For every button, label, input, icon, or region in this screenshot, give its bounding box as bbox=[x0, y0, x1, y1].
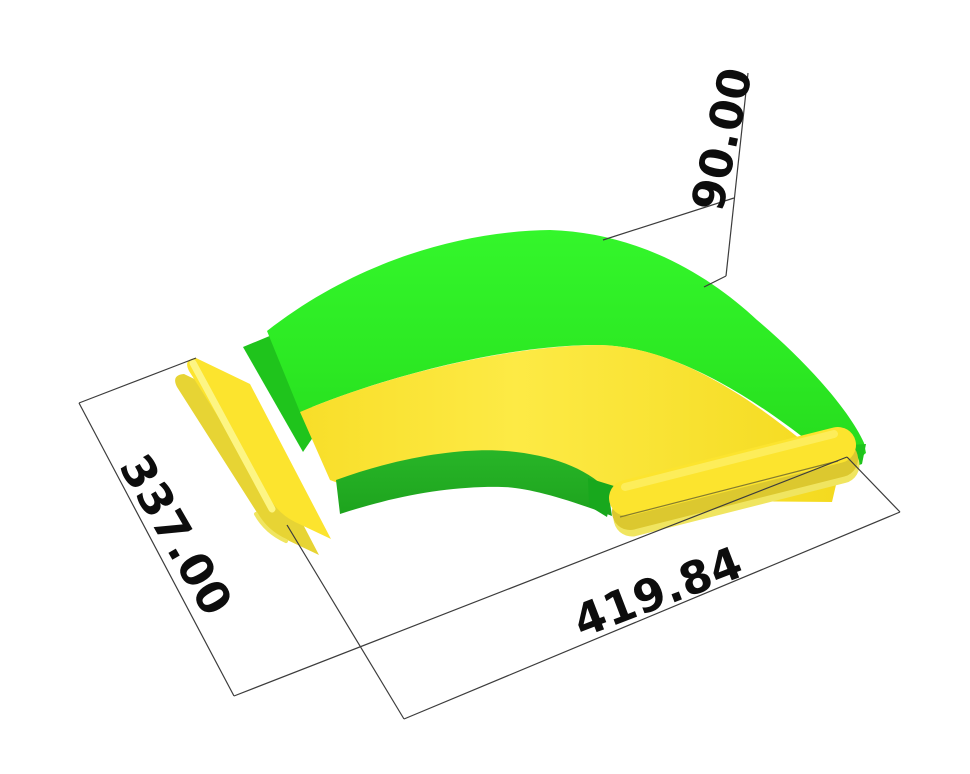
dimension-lines bbox=[78, 72, 901, 720]
dim-depth-extension-bottom bbox=[286, 524, 405, 720]
dim-label-width: 419.84 bbox=[566, 536, 750, 649]
dim-depth-line bbox=[78, 402, 235, 697]
dim-width-line-near bbox=[233, 456, 848, 697]
dim-height-line bbox=[725, 72, 749, 277]
dim-label-height: 90.00 bbox=[681, 63, 763, 216]
right-flange bbox=[609, 427, 860, 537]
dim-width-line-far bbox=[403, 511, 901, 720]
left-flange-edge-highlight bbox=[189, 359, 276, 513]
right-flange-crease-line bbox=[619, 460, 839, 518]
left-flange bbox=[175, 358, 331, 555]
right-flange-top-highlight bbox=[621, 430, 838, 491]
dim-height-extension bbox=[602, 197, 735, 241]
dim-height-jog bbox=[703, 275, 727, 288]
elbow-inner-wall bbox=[336, 450, 612, 516]
inner-wall-sliver-right bbox=[588, 478, 614, 517]
dim-width-extension bbox=[846, 456, 901, 513]
elbow-left-outer-wall-facet bbox=[243, 335, 322, 452]
left-flange-bottom-rim-highlight bbox=[254, 512, 288, 543]
dim-depth-extension-top bbox=[78, 357, 197, 404]
elbow-outer-green-band bbox=[267, 230, 866, 471]
duct-elbow-part bbox=[175, 230, 866, 555]
right-flange-top-face bbox=[609, 427, 856, 516]
dim-label-depth: 337.00 bbox=[109, 445, 243, 624]
left-flange-top-face bbox=[187, 358, 331, 539]
